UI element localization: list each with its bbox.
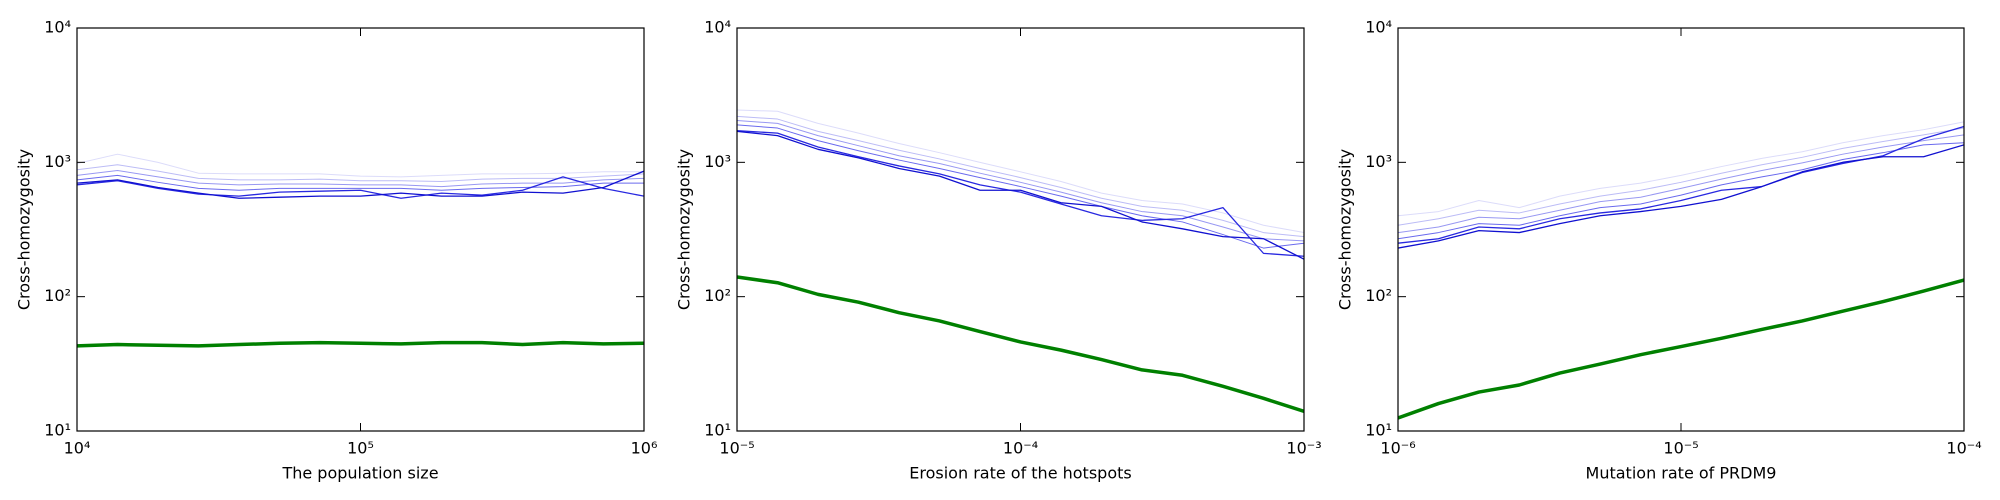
series-line: [77, 164, 644, 182]
plot-area: [1398, 121, 1964, 420]
series-line: [77, 170, 644, 199]
x-tick-label: 10⁴: [64, 439, 91, 458]
series-line: [737, 109, 1304, 234]
series-line: [1398, 142, 1964, 240]
panel: 10⁴ 10⁵ 10⁶ 10¹ 10² 10³ 10⁴ The population size…: [15, 18, 658, 483]
y-tick-label: 10³: [704, 152, 731, 171]
axes-frame: [1397, 27, 1965, 432]
series-line: [1398, 144, 1964, 249]
x-tick-label: 10⁶: [631, 439, 658, 458]
series-line: [77, 340, 644, 348]
y-tick-label: 10²: [44, 286, 71, 305]
series-line: [737, 119, 1304, 242]
y-tick-label: 10³: [1365, 152, 1392, 171]
series-line: [77, 176, 644, 199]
x-axis-label: Erosion rate of the hotspots: [909, 464, 1131, 483]
series-line: [1398, 127, 1964, 226]
x-tick-label: 10⁻⁵: [1663, 439, 1698, 458]
series-line: [1398, 121, 1964, 217]
series-line: [737, 115, 1304, 238]
plot-area: [737, 109, 1304, 414]
x-tick-label: 10⁻³: [1286, 439, 1321, 458]
x-tick-label: 10⁵: [347, 439, 374, 458]
y-tick-label: 10⁴: [44, 18, 71, 37]
y-tick-label: 10¹: [704, 421, 731, 440]
y-tick-label: 10⁴: [704, 18, 731, 37]
y-axis-label: Cross-homozygosity: [15, 149, 34, 310]
series-line: [737, 275, 1304, 414]
y-tick-label: 10⁴: [1365, 18, 1392, 37]
axes-frame: [76, 27, 645, 432]
y-tick-label: 10¹: [1365, 421, 1392, 440]
y-tick-label: 10²: [704, 286, 731, 305]
x-tick-label: 10⁻⁵: [719, 439, 754, 458]
series-line: [737, 130, 1304, 257]
axes-frame: [736, 27, 1305, 432]
y-axis-label: Cross-homozygosity: [675, 149, 694, 310]
series-line: [77, 153, 644, 178]
series-line: [77, 169, 644, 188]
y-tick-label: 10²: [1365, 286, 1392, 305]
series-line: [1398, 278, 1964, 420]
series-line: [1398, 125, 1964, 244]
x-tick-label: 10⁻⁴: [1003, 439, 1038, 458]
panel: 10⁻⁵ 10⁻⁴ 10⁻³ 10¹ 10² 10³ 10⁴ Erosion rate of …: [675, 18, 1322, 483]
series-line: [77, 174, 644, 191]
series-line: [737, 124, 1304, 249]
panel: 10⁻⁶ 10⁻⁵ 10⁻⁴ 10¹ 10² 10³ 10⁴ Mutation rate of…: [1336, 18, 1982, 483]
y-tick-label: 10³: [44, 152, 71, 171]
x-axis-label: Mutation rate of PRDM9: [1586, 464, 1777, 483]
series-line: [737, 130, 1304, 260]
x-tick-label: 10⁻⁶: [1380, 439, 1415, 458]
x-axis-label: The population size: [281, 464, 438, 483]
series-line: [1398, 134, 1964, 234]
y-axis-label: Cross-homozygosity: [1336, 149, 1355, 310]
plot-area: [77, 153, 644, 348]
y-tick-label: 10¹: [44, 421, 71, 440]
x-tick-label: 10⁻⁴: [1946, 439, 1981, 458]
